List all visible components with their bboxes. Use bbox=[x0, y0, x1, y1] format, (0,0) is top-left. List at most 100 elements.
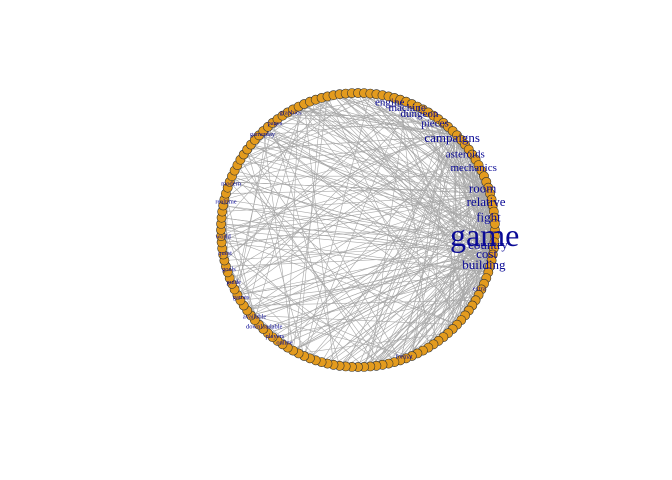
graph-edge bbox=[400, 99, 491, 194]
graph-edge bbox=[376, 260, 492, 367]
graph-edge bbox=[234, 170, 495, 243]
graph-edge bbox=[411, 122, 444, 357]
graph-edge bbox=[400, 99, 470, 311]
graph-edge bbox=[351, 289, 482, 368]
graph-edge bbox=[220, 126, 449, 237]
graph-edge bbox=[221, 235, 489, 273]
graph-edge bbox=[258, 135, 495, 243]
graph-edge bbox=[220, 235, 458, 325]
graph-edge bbox=[250, 248, 494, 316]
graph-edge bbox=[411, 272, 489, 357]
node-label: dungeon bbox=[401, 108, 439, 120]
graph-edge bbox=[411, 135, 458, 357]
graph-edge bbox=[363, 223, 496, 368]
graph-edge bbox=[272, 193, 491, 338]
graph-edge bbox=[277, 223, 496, 342]
graph-edge bbox=[234, 101, 407, 171]
graph-edge bbox=[221, 242, 489, 273]
node-label: downloadable bbox=[246, 324, 283, 331]
graph-edge bbox=[221, 217, 260, 325]
graph-edge bbox=[327, 199, 492, 364]
node-label: format bbox=[396, 353, 414, 360]
graph-edge bbox=[220, 159, 476, 231]
graph-edge bbox=[433, 122, 444, 345]
graph-edge bbox=[282, 254, 493, 345]
graph-edge bbox=[376, 254, 494, 367]
graph-edge bbox=[411, 103, 495, 243]
graph-edge bbox=[272, 122, 491, 194]
graph-edge bbox=[452, 193, 491, 330]
node-label: fight bbox=[476, 210, 501, 225]
graph-edge bbox=[363, 92, 492, 200]
graph-edge bbox=[327, 96, 439, 341]
graph-edge bbox=[303, 93, 371, 357]
graph-nodes bbox=[216, 88, 500, 372]
node-label: graphics bbox=[279, 110, 301, 117]
node-label: engine bbox=[375, 96, 404, 108]
node-label: gameplay bbox=[250, 131, 276, 138]
graph-edge bbox=[394, 97, 470, 311]
graph-edge bbox=[221, 193, 491, 237]
graph-edge bbox=[231, 94, 334, 177]
graph-edge bbox=[231, 283, 407, 359]
node-label: goals bbox=[222, 266, 236, 273]
graph-edge bbox=[231, 118, 439, 285]
graph-edge bbox=[231, 175, 434, 345]
graph-edge bbox=[303, 101, 407, 357]
graph-edge bbox=[272, 122, 453, 132]
graph-edge bbox=[220, 223, 458, 325]
node-label: games bbox=[233, 294, 250, 301]
graph-edge bbox=[376, 164, 479, 366]
graph-edge bbox=[263, 130, 476, 301]
graph-edge bbox=[309, 101, 466, 145]
graph-edge bbox=[293, 109, 449, 128]
graph-edge bbox=[422, 254, 494, 351]
graph-edge bbox=[254, 139, 495, 225]
node-label: players bbox=[266, 333, 285, 340]
graph-edge bbox=[229, 181, 395, 363]
node-label: campaigns bbox=[424, 130, 480, 145]
graph-edge bbox=[315, 99, 489, 273]
graph-edge bbox=[229, 193, 491, 279]
graph-edge bbox=[456, 135, 482, 290]
node-label: room bbox=[469, 180, 496, 195]
graph-edge bbox=[456, 135, 489, 273]
graph-edge bbox=[237, 126, 269, 295]
graph-edge bbox=[243, 300, 476, 306]
graph-edge bbox=[321, 135, 458, 363]
node-label: mechanics bbox=[450, 162, 496, 174]
graph-edge bbox=[333, 95, 489, 273]
graph-edge bbox=[272, 294, 479, 338]
graph-edge bbox=[370, 223, 496, 367]
graph-edge bbox=[229, 181, 491, 194]
graph-edge bbox=[298, 106, 458, 136]
graph-edge bbox=[234, 135, 458, 290]
graph-edge bbox=[224, 199, 495, 243]
graph-edge bbox=[456, 135, 492, 261]
graph-edge bbox=[224, 242, 495, 261]
graph-edge bbox=[220, 95, 334, 225]
node-label: cost bbox=[476, 246, 497, 261]
graph-edge bbox=[224, 135, 458, 200]
graph-edge bbox=[452, 135, 458, 330]
graph-node bbox=[489, 218, 500, 229]
graph-edge bbox=[243, 154, 469, 311]
graph-edge bbox=[237, 193, 491, 296]
graph-edge bbox=[224, 92, 359, 200]
graph-edge bbox=[237, 254, 493, 296]
graph-edge bbox=[234, 103, 305, 290]
graph-edge bbox=[433, 115, 495, 218]
node-label: relative bbox=[467, 194, 506, 209]
graph-edge bbox=[303, 103, 334, 365]
node-label: quest bbox=[218, 250, 232, 257]
graph-edge bbox=[263, 130, 294, 351]
graph-edge bbox=[246, 149, 305, 357]
graph-edge bbox=[309, 159, 476, 359]
node-label: game bbox=[450, 217, 519, 253]
graph-edge bbox=[250, 144, 491, 267]
graph-edge bbox=[221, 126, 449, 243]
graph-edge bbox=[456, 135, 479, 295]
graph-edge bbox=[400, 223, 496, 361]
